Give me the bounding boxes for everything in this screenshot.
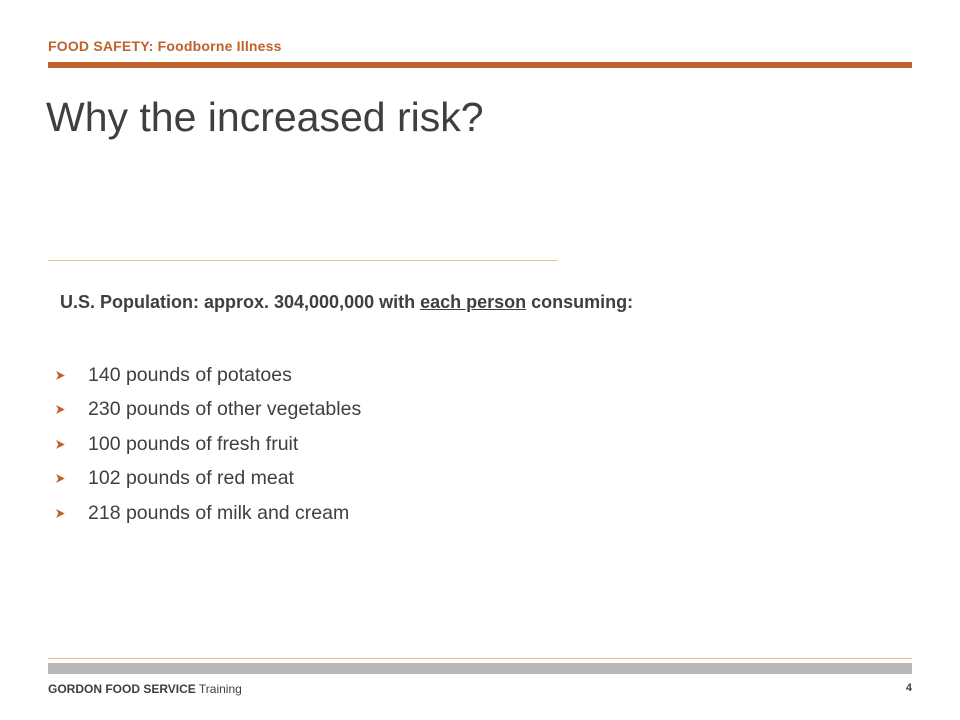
list-item: 102 pounds of red meat [55,462,361,497]
list-item: 218 pounds of milk and cream [55,496,361,531]
slide-title: Why the increased risk? [46,94,484,140]
arrow-bullet-icon [56,508,65,518]
list-item: 100 pounds of fresh fruit [55,427,361,462]
arrow-bullet-icon [56,405,65,415]
arrow-bullet-icon [56,439,65,449]
header-section-label: FOOD SAFETY: Foodborne Illness [48,38,282,54]
intro-underlined: each person [420,292,527,312]
page-number: 4 [905,682,912,694]
arrow-bullet-icon [56,474,65,484]
footer-suffix: Training [195,682,242,696]
bullet-text: 140 pounds of potatoes [88,363,292,386]
bullet-text: 102 pounds of red meat [88,467,294,490]
footer-text: GORDON FOOD SERVICE Training [48,682,242,696]
list-item: 140 pounds of potatoes [55,358,361,393]
intro-suffix: consuming: [526,292,634,312]
header-accent-bar [48,62,912,68]
footer-brand: GORDON FOOD SERVICE [48,682,196,696]
footer-divider [48,658,912,659]
bullet-text: 218 pounds of milk and cream [88,501,350,524]
list-item: 230 pounds of other vegetables [55,393,361,428]
intro-prefix: U.S. Population: approx. 304,000,000 wit… [60,292,421,312]
intro-text: U.S. Population: approx. 304,000,000 wit… [60,292,633,313]
bullet-list: 140 pounds of potatoes 230 pounds of oth… [55,358,361,531]
footer-bar [48,663,912,674]
title-divider [48,260,558,261]
bullet-text: 100 pounds of fresh fruit [88,432,299,455]
bullet-text: 230 pounds of other vegetables [88,398,362,421]
arrow-bullet-icon [56,370,65,380]
